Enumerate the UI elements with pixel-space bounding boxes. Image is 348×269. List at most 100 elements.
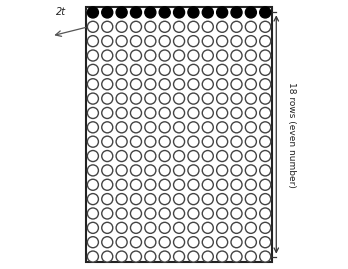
Circle shape [245, 179, 256, 190]
Circle shape [245, 64, 256, 75]
Circle shape [145, 50, 156, 61]
Circle shape [102, 7, 113, 18]
Circle shape [102, 93, 113, 104]
Circle shape [145, 251, 156, 262]
Circle shape [202, 165, 213, 176]
Circle shape [174, 222, 184, 233]
Circle shape [260, 222, 271, 233]
Circle shape [202, 21, 213, 32]
Circle shape [216, 237, 228, 248]
Circle shape [116, 251, 127, 262]
Circle shape [188, 165, 199, 176]
Circle shape [159, 50, 170, 61]
Circle shape [188, 222, 199, 233]
Circle shape [145, 208, 156, 219]
Circle shape [188, 194, 199, 205]
Circle shape [102, 79, 113, 90]
Circle shape [102, 208, 113, 219]
Circle shape [260, 179, 271, 190]
Circle shape [245, 50, 256, 61]
Circle shape [159, 208, 170, 219]
Circle shape [216, 151, 228, 162]
Circle shape [231, 251, 242, 262]
Circle shape [159, 64, 170, 75]
Circle shape [130, 136, 142, 147]
Circle shape [188, 122, 199, 133]
Circle shape [231, 79, 242, 90]
Circle shape [202, 107, 213, 118]
Circle shape [116, 64, 127, 75]
Circle shape [174, 136, 184, 147]
Circle shape [245, 21, 256, 32]
Circle shape [87, 93, 98, 104]
Circle shape [145, 79, 156, 90]
Circle shape [174, 79, 184, 90]
Circle shape [102, 165, 113, 176]
Text: 2t: 2t [56, 7, 66, 17]
Circle shape [188, 7, 199, 18]
Circle shape [260, 194, 271, 205]
Circle shape [260, 237, 271, 248]
Circle shape [102, 21, 113, 32]
Circle shape [87, 7, 98, 18]
Circle shape [245, 36, 256, 47]
Bar [86, 7, 272, 262]
Circle shape [188, 237, 199, 248]
Circle shape [231, 179, 242, 190]
Circle shape [87, 21, 98, 32]
Circle shape [216, 179, 228, 190]
Circle shape [202, 50, 213, 61]
Circle shape [102, 237, 113, 248]
Circle shape [231, 122, 242, 133]
Circle shape [130, 237, 142, 248]
Circle shape [116, 179, 127, 190]
Circle shape [174, 165, 184, 176]
Circle shape [102, 251, 113, 262]
Circle shape [231, 222, 242, 233]
Circle shape [231, 50, 242, 61]
Circle shape [87, 136, 98, 147]
Circle shape [188, 36, 199, 47]
Circle shape [245, 237, 256, 248]
Circle shape [145, 194, 156, 205]
Circle shape [245, 151, 256, 162]
Circle shape [116, 165, 127, 176]
Circle shape [102, 122, 113, 133]
Circle shape [216, 136, 228, 147]
Circle shape [245, 136, 256, 147]
Circle shape [174, 7, 184, 18]
Circle shape [202, 194, 213, 205]
Circle shape [159, 136, 170, 147]
Circle shape [116, 122, 127, 133]
Circle shape [130, 194, 142, 205]
Circle shape [202, 122, 213, 133]
Circle shape [188, 179, 199, 190]
Circle shape [260, 7, 271, 18]
Circle shape [216, 251, 228, 262]
Circle shape [231, 21, 242, 32]
Circle shape [174, 151, 184, 162]
Circle shape [260, 165, 271, 176]
Circle shape [216, 208, 228, 219]
Circle shape [159, 36, 170, 47]
Circle shape [245, 7, 256, 18]
Circle shape [231, 237, 242, 248]
Circle shape [130, 251, 142, 262]
Circle shape [116, 93, 127, 104]
Circle shape [216, 107, 228, 118]
Circle shape [130, 208, 142, 219]
Circle shape [102, 64, 113, 75]
Circle shape [159, 21, 170, 32]
Circle shape [245, 194, 256, 205]
Circle shape [87, 107, 98, 118]
Circle shape [202, 208, 213, 219]
Circle shape [216, 79, 228, 90]
Circle shape [87, 79, 98, 90]
Circle shape [188, 79, 199, 90]
Circle shape [231, 93, 242, 104]
Circle shape [130, 50, 142, 61]
Circle shape [130, 179, 142, 190]
Circle shape [145, 7, 156, 18]
Circle shape [202, 79, 213, 90]
Circle shape [231, 194, 242, 205]
